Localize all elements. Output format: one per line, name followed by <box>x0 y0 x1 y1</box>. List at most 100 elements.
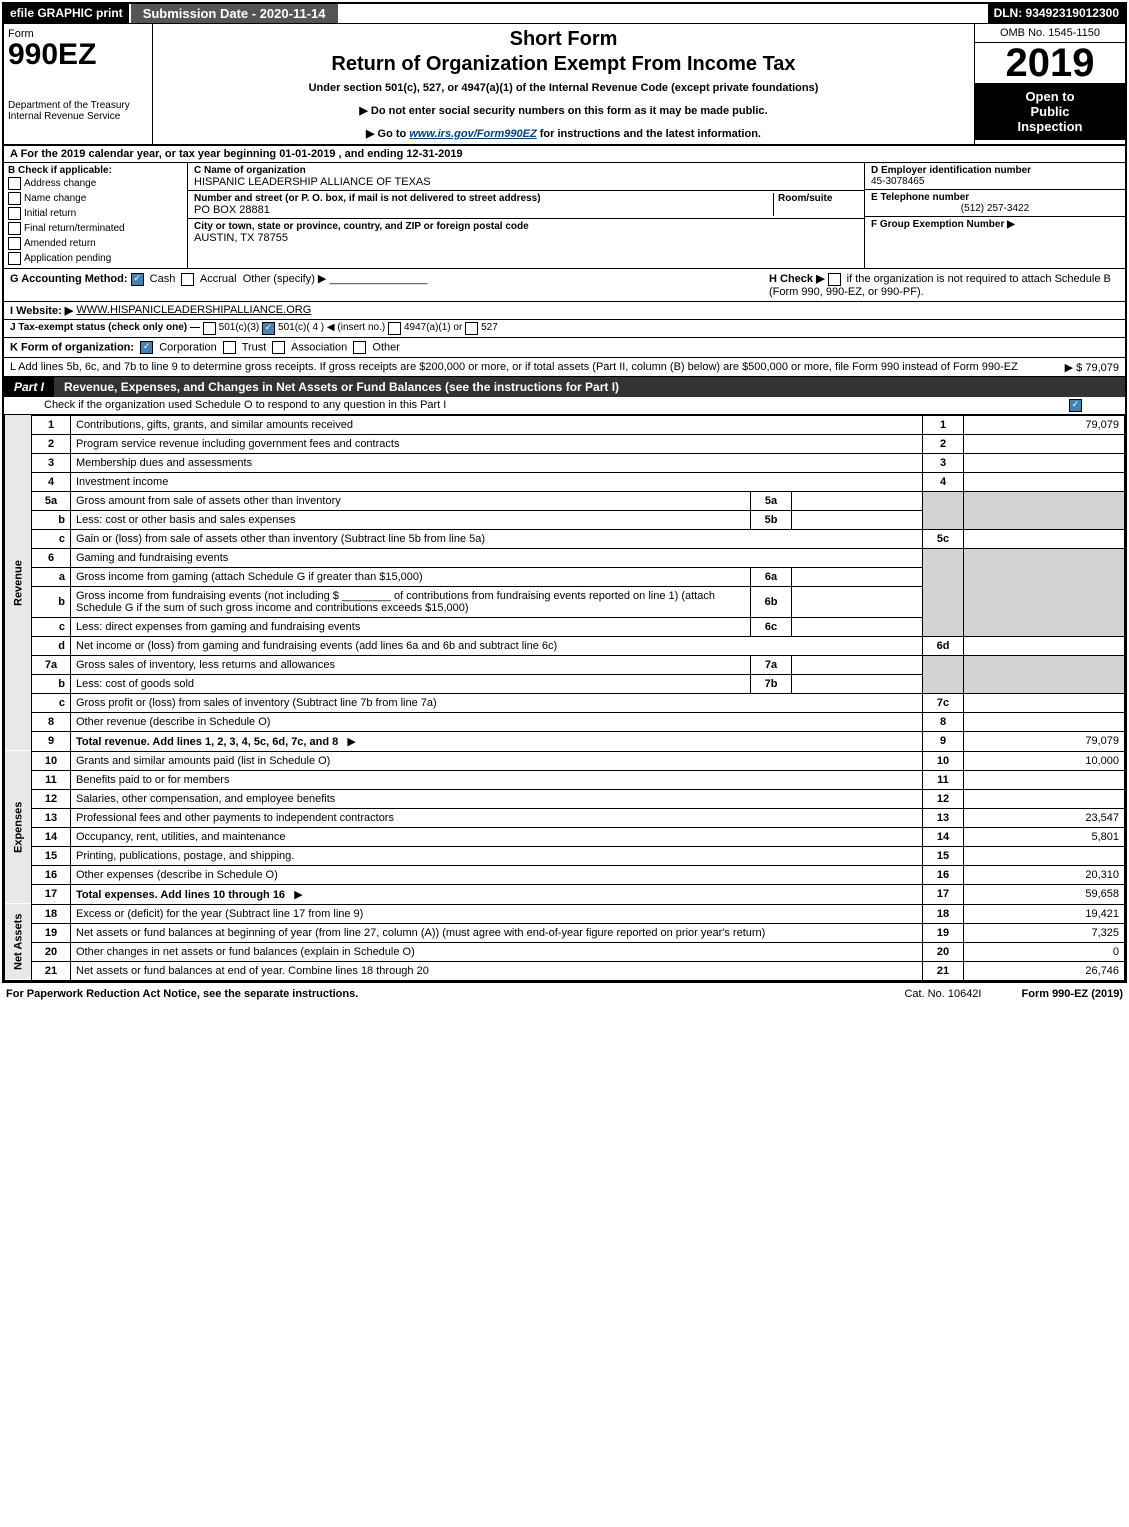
chk-501c3[interactable] <box>203 322 216 335</box>
irs-label: Internal Revenue Service <box>8 111 148 122</box>
line-i: I Website: ▶ WWW.HISPANICLEADERSHIPALLIA… <box>4 302 1125 320</box>
r6d-val <box>964 636 1125 655</box>
col-b-title: B Check if applicable: <box>8 165 112 176</box>
r3-num: 3 <box>32 453 71 472</box>
r7a-in: 7a <box>751 655 792 674</box>
r14-num: 14 <box>32 827 71 846</box>
r15-num: 15 <box>32 846 71 865</box>
r6d-desc: Net income or (loss) from gaming and fun… <box>71 636 923 655</box>
goto-link[interactable]: www.irs.gov/Form990EZ <box>409 128 536 140</box>
chk-accrual[interactable] <box>181 273 194 286</box>
r15-val <box>964 846 1125 865</box>
r13-rn: 13 <box>923 808 964 827</box>
r18-rn: 18 <box>923 904 964 923</box>
chk-name[interactable]: Name change <box>8 191 183 206</box>
room-label: Room/suite <box>778 193 858 204</box>
city-cell: City or town, state or province, country… <box>188 219 864 246</box>
r6b-desc: Gross income from fundraising events (no… <box>71 586 751 617</box>
r16-val: 20,310 <box>964 865 1125 884</box>
r5c-num: c <box>32 529 71 548</box>
chk-501c[interactable] <box>262 322 275 335</box>
r4-rn: 4 <box>923 472 964 491</box>
short-form-title: Short Form <box>161 28 966 51</box>
street-label: Number and street (or P. O. box, if mail… <box>194 193 769 204</box>
footer-left: For Paperwork Reduction Act Notice, see … <box>6 988 864 1000</box>
r15-rn: 15 <box>923 846 964 865</box>
r6a-iv <box>792 567 923 586</box>
r8-desc: Other revenue (describe in Schedule O) <box>71 712 923 731</box>
l-amount: ▶ $ 79,079 <box>1065 361 1119 374</box>
org-name-cell: C Name of organization HISPANIC LEADERSH… <box>188 163 864 191</box>
r3-rn: 3 <box>923 453 964 472</box>
r3-val <box>964 453 1125 472</box>
r4-val <box>964 472 1125 491</box>
col-b: B Check if applicable: Address change Na… <box>4 163 188 268</box>
r6d-rn: 6d <box>923 636 964 655</box>
r2-val <box>964 434 1125 453</box>
line-a: A For the 2019 calendar year, or tax yea… <box>4 146 1125 163</box>
r10-desc: Grants and similar amounts paid (list in… <box>71 751 923 770</box>
grey-6 <box>923 548 964 636</box>
r3-desc: Membership dues and assessments <box>71 453 923 472</box>
chk-corp[interactable] <box>140 341 153 354</box>
chk-trust[interactable] <box>223 341 236 354</box>
r17-num: 17 <box>32 884 71 904</box>
r2-num: 2 <box>32 434 71 453</box>
r21-desc: Net assets or fund balances at end of ye… <box>71 961 923 980</box>
chk-cash[interactable] <box>131 273 144 286</box>
chk-other-org[interactable] <box>353 341 366 354</box>
r14-val: 5,801 <box>964 827 1125 846</box>
r18-num: 18 <box>32 904 71 923</box>
r13-num: 13 <box>32 808 71 827</box>
efile-label: efile GRAPHIC print <box>4 4 129 23</box>
r10-num: 10 <box>32 751 71 770</box>
chk-assoc[interactable] <box>272 341 285 354</box>
chk-527[interactable] <box>465 322 478 335</box>
line-g: G Accounting Method: Cash Accrual Other … <box>10 272 769 298</box>
r5b-iv <box>792 510 923 529</box>
k-label: K Form of organization: <box>10 341 134 353</box>
chk-amended[interactable]: Amended return <box>8 236 183 251</box>
r19-desc: Net assets or fund balances at beginning… <box>71 923 923 942</box>
grey-7v <box>964 655 1125 693</box>
r6b-in: 6b <box>751 586 792 617</box>
h-text3: (Form 990, 990-EZ, or 990-PF). <box>769 286 924 298</box>
chk-initial[interactable]: Initial return <box>8 206 183 221</box>
i-label: I Website: ▶ <box>10 304 73 317</box>
r9-val: 79,079 <box>964 731 1125 751</box>
r9-desc: Total revenue. Add lines 1, 2, 3, 4, 5c,… <box>71 731 923 751</box>
chk-h[interactable] <box>828 273 841 286</box>
r14-rn: 14 <box>923 827 964 846</box>
part1-sub-text: Check if the organization used Schedule … <box>44 399 1069 412</box>
city: AUSTIN, TX 78755 <box>194 232 858 244</box>
tel: (512) 257-3422 <box>871 203 1119 214</box>
chk-pending[interactable]: Application pending <box>8 251 183 266</box>
form-990ez: efile GRAPHIC print Submission Date - 20… <box>2 2 1127 983</box>
r20-val: 0 <box>964 942 1125 961</box>
r12-val <box>964 789 1125 808</box>
r13-desc: Professional fees and other payments to … <box>71 808 923 827</box>
footer: For Paperwork Reduction Act Notice, see … <box>0 985 1129 1003</box>
r7c-rn: 7c <box>923 693 964 712</box>
r8-num: 8 <box>32 712 71 731</box>
return-title: Return of Organization Exempt From Incom… <box>161 53 966 76</box>
r4-num: 4 <box>32 472 71 491</box>
r5a-num: 5a <box>32 491 71 510</box>
ssn-notice: ▶ Do not enter social security numbers o… <box>161 104 966 117</box>
group-label: F Group Exemption Number ▶ <box>871 219 1119 230</box>
street-cell: Number and street (or P. O. box, if mail… <box>188 191 864 219</box>
line-h: H Check ▶ if the organization is not req… <box>769 272 1119 298</box>
r2-desc: Program service revenue including govern… <box>71 434 923 453</box>
chk-4947[interactable] <box>388 322 401 335</box>
chk-schedule-o[interactable] <box>1069 399 1082 412</box>
line-j: J Tax-exempt status (check only one) — 5… <box>4 320 1125 338</box>
city-label: City or town, state or province, country… <box>194 221 858 232</box>
r5b-num: b <box>32 510 71 529</box>
chk-address[interactable]: Address change <box>8 176 183 191</box>
r19-val: 7,325 <box>964 923 1125 942</box>
submission-date: Submission Date - 2020-11-14 <box>129 4 340 23</box>
chk-final[interactable]: Final return/terminated <box>8 221 183 236</box>
r6a-desc: Gross income from gaming (attach Schedul… <box>71 567 751 586</box>
r7a-num: 7a <box>32 655 71 674</box>
r16-num: 16 <box>32 865 71 884</box>
